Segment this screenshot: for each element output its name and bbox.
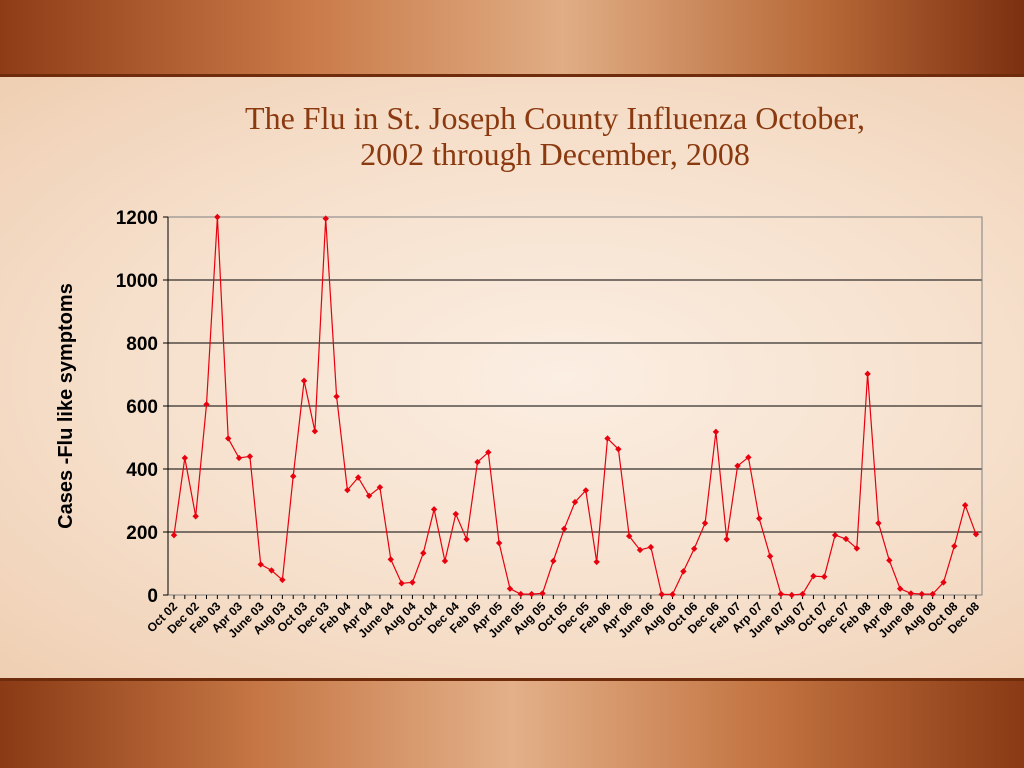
data-point — [723, 536, 730, 543]
data-point — [203, 401, 210, 408]
data-point — [398, 580, 405, 587]
data-point — [333, 393, 340, 400]
data-point — [961, 502, 969, 509]
data-point — [712, 428, 720, 436]
data-point — [658, 591, 665, 598]
data-point — [365, 492, 373, 499]
data-point — [680, 568, 687, 575]
y-axis-ticks: 0 200 400 600 800 1000 1200 — [116, 208, 169, 607]
top-divider — [0, 74, 1024, 77]
data-point — [181, 454, 189, 462]
data-point — [322, 215, 329, 222]
data-point — [214, 213, 221, 221]
slide-title-line-1: The Flu in St. Joseph County Influenza O… — [245, 100, 865, 136]
y-tick-label: 0 — [147, 586, 158, 607]
data-point — [528, 590, 535, 598]
content-panel — [0, 77, 1024, 678]
bottom-divider — [0, 678, 1024, 681]
data-point — [625, 532, 633, 540]
data-point — [517, 590, 525, 598]
data-point — [669, 591, 676, 598]
data-point — [463, 536, 470, 543]
data-point — [311, 428, 319, 435]
data-point — [615, 445, 622, 453]
data-point — [387, 556, 394, 563]
data-point — [571, 498, 579, 506]
gridlines — [168, 216, 982, 596]
data-point — [224, 435, 232, 442]
data-point — [745, 454, 752, 461]
data-point — [766, 553, 774, 560]
data-point — [929, 590, 936, 598]
data-point — [636, 546, 644, 554]
data-point — [257, 561, 264, 568]
data-point — [235, 454, 243, 462]
data-point — [951, 542, 958, 550]
data-point — [170, 531, 178, 539]
data-point — [799, 590, 806, 598]
data-point — [788, 591, 795, 599]
data-point — [756, 515, 763, 522]
data-point — [279, 576, 286, 584]
data-point — [886, 557, 893, 564]
data-point — [582, 487, 590, 494]
data-point — [842, 535, 850, 543]
data-point — [539, 590, 546, 597]
data-point — [593, 558, 600, 566]
data-point — [485, 449, 492, 456]
data-point — [192, 513, 199, 520]
data-point — [452, 510, 459, 518]
series-points — [170, 213, 980, 599]
y-tick-label: 600 — [126, 397, 158, 418]
data-point — [430, 506, 438, 513]
data-point — [907, 590, 915, 597]
data-point — [290, 473, 297, 480]
slide-title: The Flu in St. Joseph County Influenza O… — [100, 100, 1010, 172]
data-point — [560, 525, 568, 533]
y-tick-label: 200 — [126, 523, 158, 544]
data-point — [810, 572, 817, 580]
slide-title-line-2: 2002 through December, 2008 — [360, 136, 750, 172]
data-point — [647, 543, 655, 551]
data-point — [441, 557, 449, 565]
data-point — [344, 486, 351, 494]
data-point — [474, 458, 481, 466]
data-point — [972, 531, 980, 538]
data-point — [420, 549, 427, 557]
data-point — [896, 585, 904, 592]
bottom-decorative-band — [0, 681, 1024, 768]
data-point — [864, 370, 871, 378]
data-point — [506, 585, 514, 592]
data-point — [940, 579, 947, 586]
data-point — [268, 567, 275, 574]
y-tick-label: 800 — [126, 334, 158, 355]
data-point — [918, 590, 926, 598]
data-point — [495, 539, 503, 547]
data-point — [821, 573, 828, 580]
data-point — [355, 474, 362, 481]
data-point — [853, 545, 860, 552]
data-point — [604, 435, 611, 442]
data-point — [691, 545, 698, 552]
data-point — [831, 531, 839, 539]
data-point — [246, 453, 254, 460]
data-point — [734, 462, 741, 470]
data-point — [701, 519, 709, 527]
y-tick-label: 1200 — [116, 208, 158, 229]
data-point — [875, 519, 882, 527]
data-point — [409, 579, 416, 586]
top-decorative-band — [0, 0, 1024, 74]
y-axis-label: Cases -Flu like symptoms — [55, 283, 77, 529]
y-tick-label: 400 — [126, 460, 158, 481]
data-point — [777, 590, 785, 598]
data-point — [550, 557, 557, 565]
data-point — [300, 377, 308, 384]
y-tick-label: 1000 — [116, 271, 158, 292]
data-point — [376, 484, 384, 491]
